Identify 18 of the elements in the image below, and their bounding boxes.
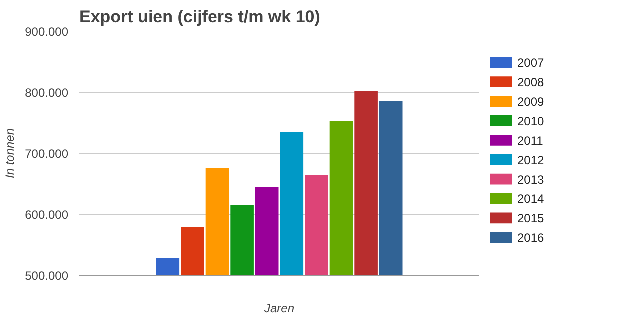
legend-label: 2009 <box>518 95 545 109</box>
y-tick-label: 900.000 <box>25 25 69 39</box>
y-tick-label: 500.000 <box>25 269 69 283</box>
legend-label: 2016 <box>518 231 545 246</box>
legend-label: 2015 <box>518 212 545 226</box>
legend-label: 2014 <box>518 192 545 206</box>
y-axis-title: In tonnen <box>3 128 18 179</box>
legend-label: 2008 <box>518 76 545 90</box>
legend-label: 2011 <box>518 134 544 148</box>
legend-label: 2012 <box>518 153 545 168</box>
x-axis-title: Jaren <box>263 302 295 316</box>
legend-label: 2013 <box>518 172 545 187</box>
y-tick-label: 600.000 <box>25 208 69 222</box>
chart-title: Export uien (cijfers t/m wk 10) <box>80 8 320 26</box>
y-tick-label: 700.000 <box>25 147 69 161</box>
legend-label: 2007 <box>518 56 545 70</box>
legend-label: 2010 <box>518 114 545 128</box>
y-tick-label: 800.000 <box>25 86 69 100</box>
